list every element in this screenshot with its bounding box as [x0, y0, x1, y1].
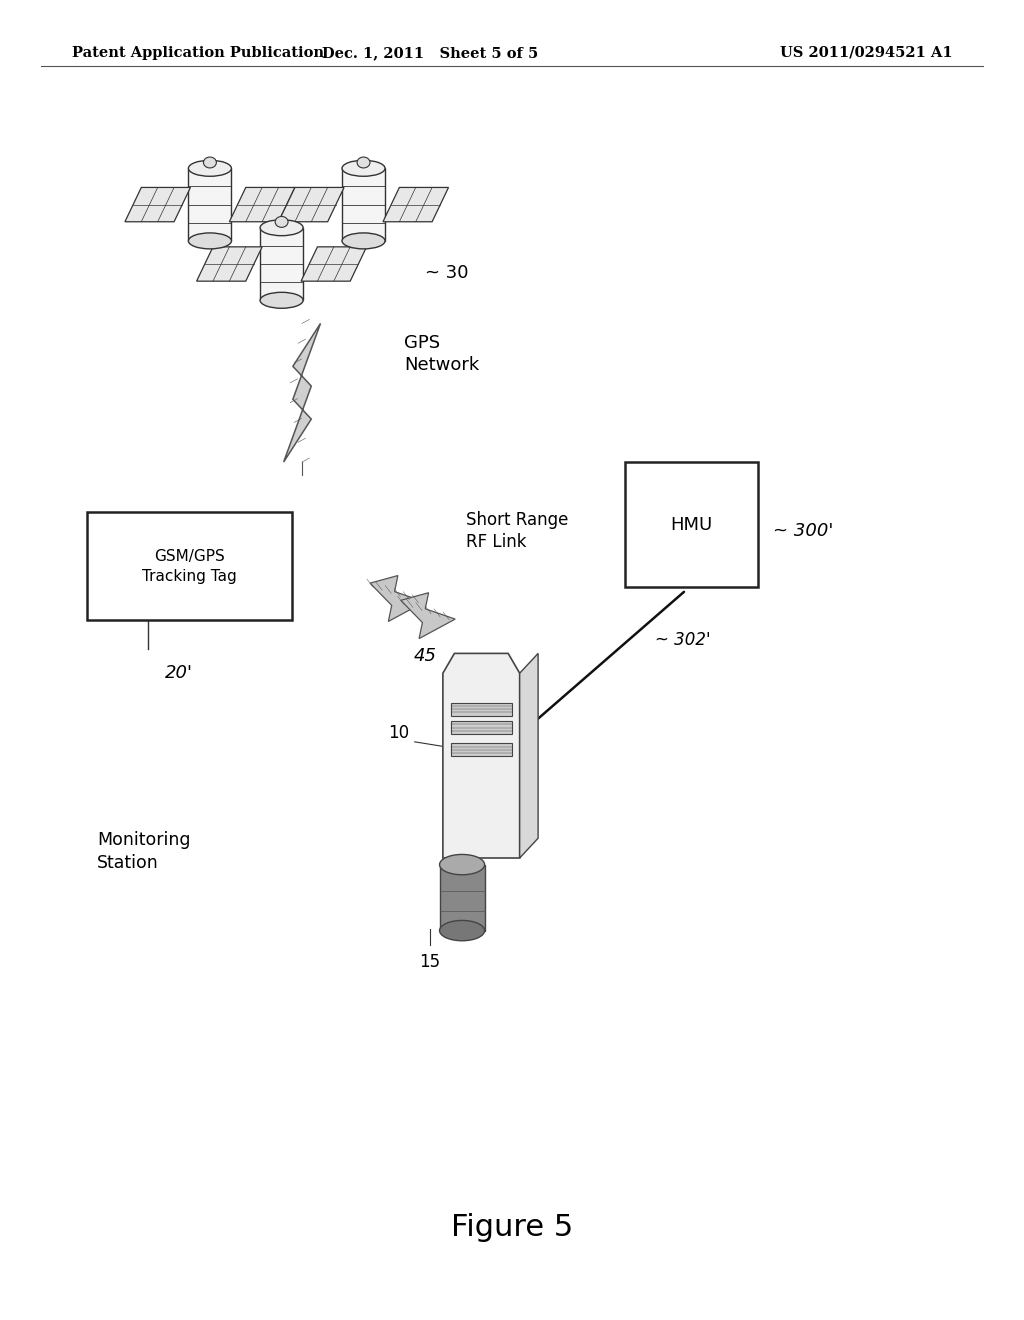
Bar	[451, 721, 512, 734]
Text: Dec. 1, 2011   Sheet 5 of 5: Dec. 1, 2011 Sheet 5 of 5	[322, 46, 539, 59]
Text: 10: 10	[388, 723, 410, 742]
Ellipse shape	[260, 292, 303, 309]
Ellipse shape	[188, 160, 231, 177]
Polygon shape	[229, 187, 295, 222]
Ellipse shape	[342, 160, 385, 177]
Ellipse shape	[188, 232, 231, 249]
Ellipse shape	[357, 157, 370, 168]
Polygon shape	[383, 187, 449, 222]
Polygon shape	[301, 247, 367, 281]
Bar	[451, 702, 512, 715]
Bar	[451, 743, 512, 756]
Text: 45: 45	[414, 647, 436, 665]
Polygon shape	[519, 653, 539, 858]
Polygon shape	[279, 187, 344, 222]
Bar	[188, 168, 231, 242]
Ellipse shape	[275, 216, 288, 227]
Bar	[625, 462, 758, 587]
Text: Patent Application Publication: Patent Application Publication	[72, 46, 324, 59]
Text: ~ 300': ~ 300'	[773, 521, 834, 540]
Text: Short Range
RF Link: Short Range RF Link	[466, 511, 568, 550]
Polygon shape	[400, 593, 456, 639]
Text: ~ 302': ~ 302'	[655, 631, 711, 649]
Polygon shape	[442, 653, 519, 858]
Text: US 2011/0294521 A1: US 2011/0294521 A1	[779, 46, 952, 59]
Bar	[87, 512, 292, 620]
Polygon shape	[197, 247, 262, 281]
Text: Figure 5: Figure 5	[451, 1213, 573, 1242]
Text: ~ 30: ~ 30	[425, 264, 468, 282]
Text: Monitoring
Station: Monitoring Station	[97, 830, 190, 873]
Polygon shape	[284, 323, 321, 462]
Polygon shape	[125, 187, 190, 222]
Ellipse shape	[439, 854, 484, 875]
Text: GPS
Network: GPS Network	[404, 334, 479, 374]
Bar	[342, 168, 385, 242]
Text: 20': 20'	[165, 664, 194, 682]
Bar	[260, 227, 303, 300]
Ellipse shape	[204, 157, 216, 168]
Text: GSM/GPS
Tracking Tag: GSM/GPS Tracking Tag	[142, 549, 237, 583]
Ellipse shape	[342, 232, 385, 249]
Ellipse shape	[439, 920, 484, 941]
Text: HMU: HMU	[670, 516, 713, 533]
Bar	[439, 865, 484, 931]
Ellipse shape	[260, 219, 303, 236]
Polygon shape	[370, 576, 425, 622]
Text: 15: 15	[420, 953, 440, 972]
